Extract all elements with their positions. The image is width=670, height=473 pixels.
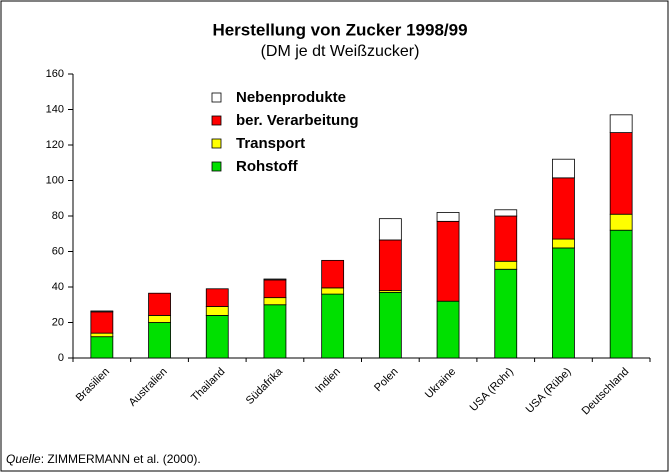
bar-segment <box>552 247 575 359</box>
legend-label: ber. Verarbeitung <box>236 112 359 129</box>
source-label: Quelle <box>6 452 41 466</box>
bar-segment <box>205 306 229 316</box>
bar-segment <box>263 278 287 281</box>
bar-segment <box>205 314 229 359</box>
bar-segment <box>378 291 402 359</box>
bar-segment <box>148 314 171 323</box>
bar-segment <box>90 336 114 359</box>
bar-segment <box>90 310 114 313</box>
bar-segment <box>552 158 575 179</box>
bar-segment <box>494 209 518 217</box>
bar-segment <box>205 288 229 307</box>
bar-segment <box>494 260 518 270</box>
legend-swatch <box>211 161 222 172</box>
bar-segment <box>609 229 633 359</box>
y-tick-label: 100 <box>46 174 64 186</box>
y-tick-label: 0 <box>58 352 64 364</box>
source-text: : ZIMMERMANN et al. (2000). <box>41 452 201 466</box>
source: Quelle: ZIMMERMANN et al. (2000). <box>6 452 201 466</box>
y-tick-label: 40 <box>52 281 64 293</box>
bar-segment <box>148 322 171 359</box>
bar-segment <box>378 239 402 291</box>
bar-segment <box>436 212 460 222</box>
legend-label: Transport <box>236 135 305 152</box>
bar-segment <box>436 300 460 359</box>
bar-segment <box>263 279 287 299</box>
bar-segment <box>90 311 114 334</box>
bar-segment <box>321 287 345 295</box>
legend-swatch <box>211 138 222 149</box>
bar-segment <box>609 114 633 133</box>
bar-segment <box>321 259 345 289</box>
bar-segment <box>378 218 402 241</box>
legend-swatch <box>211 92 222 103</box>
bar-segment <box>263 304 287 359</box>
bar-segment <box>552 238 575 249</box>
bar-segment <box>494 215 518 262</box>
y-tick-label: 20 <box>52 316 64 328</box>
y-tick-label: 60 <box>52 245 64 257</box>
bar-segment <box>263 297 287 306</box>
y-tick-label: 80 <box>52 210 64 222</box>
bar-segment <box>609 213 633 231</box>
chart-subtitle: (DM je dt Weißzucker) <box>261 43 420 60</box>
bar-segment <box>494 268 518 359</box>
bar-segment <box>321 293 345 359</box>
chart-title: Herstellung von Zucker 1998/99 <box>212 20 467 39</box>
y-tick-label: 120 <box>46 139 64 151</box>
y-tick-label: 160 <box>46 68 64 80</box>
legend-swatch <box>211 115 222 126</box>
bar-segment <box>436 220 460 302</box>
bar-segment <box>148 292 171 316</box>
bar-segment <box>552 177 575 240</box>
bar-segment <box>609 132 633 215</box>
legend-label: Rohstoff <box>236 158 299 175</box>
bar-segment <box>90 332 114 338</box>
y-tick-label: 140 <box>46 103 64 115</box>
legend-label: Nebenprodukte <box>236 89 346 106</box>
